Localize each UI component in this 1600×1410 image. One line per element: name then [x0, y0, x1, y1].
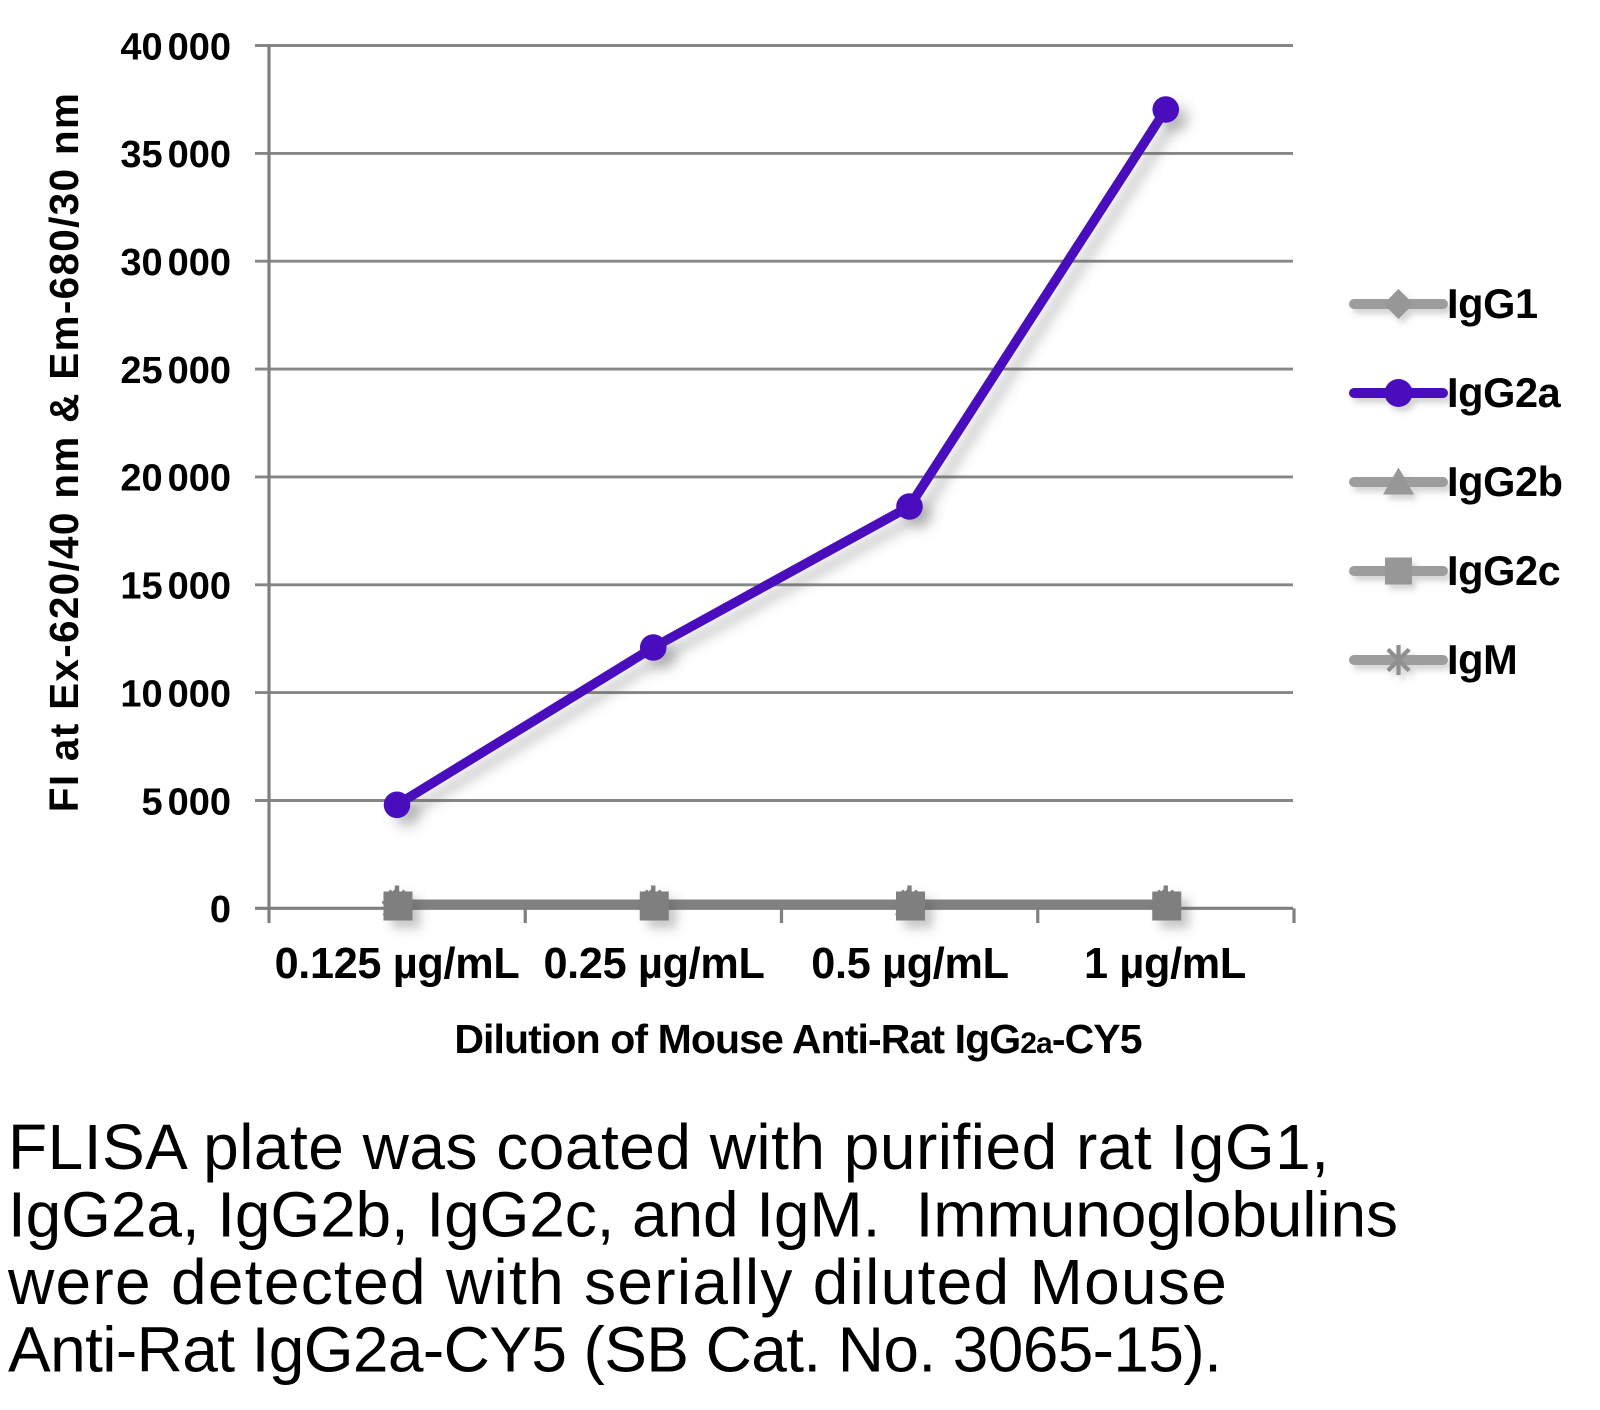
svg-text:1 µg/mL: 1 µg/mL [1084, 940, 1246, 988]
svg-text:Anti-Rat IgG2a-CY5 (SB Cat. No: Anti-Rat IgG2a-CY5 (SB Cat. No. 3065-15)… [8, 1314, 1221, 1386]
svg-text:IgG2a, IgG2b, IgG2c, and IgM.: IgG2a, IgG2b, IgG2c, and IgM. Immunoglob… [8, 1179, 1398, 1251]
svg-text:FI at Ex-620/40 nm & Em-680/30: FI at Ex-620/40 nm & Em-680/30 nm [41, 92, 87, 812]
svg-text:were detected with serially di: were detected with serially diluted Mous… [7, 1246, 1228, 1318]
svg-text:IgG2b: IgG2b [1447, 458, 1563, 505]
svg-text:FLISA plate was coated with pu: FLISA plate was coated with purified rat… [8, 1111, 1329, 1183]
svg-text:IgG2a: IgG2a [1447, 369, 1562, 416]
svg-text:0.125 µg/mL: 0.125 µg/mL [275, 940, 520, 988]
svg-text:IgG2c: IgG2c [1447, 547, 1560, 594]
svg-text:IgG1: IgG1 [1447, 280, 1538, 327]
svg-text:0: 0 [210, 889, 231, 931]
svg-text:0.5 µg/mL: 0.5 µg/mL [811, 940, 1008, 988]
svg-text:IgM: IgM [1447, 636, 1517, 683]
svg-text:0.25 µg/mL: 0.25 µg/mL [543, 940, 764, 988]
